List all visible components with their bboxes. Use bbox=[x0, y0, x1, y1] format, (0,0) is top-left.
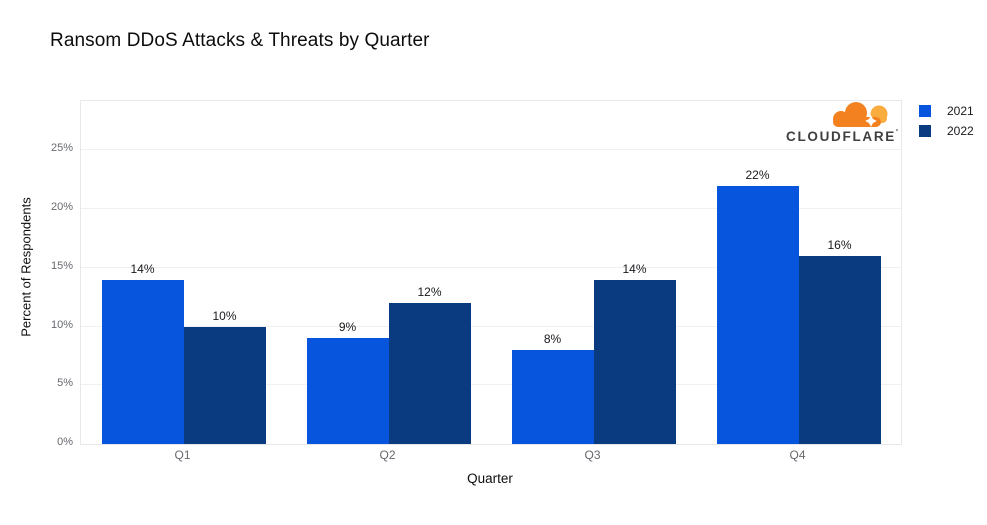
bar-2021-Q2 bbox=[306, 338, 389, 444]
x-axis-title: Quarter bbox=[467, 471, 513, 486]
bar-value-label-2021-Q4: 22% bbox=[745, 167, 770, 182]
x-tick-Q1: Q1 bbox=[174, 448, 191, 462]
legend-item-2021: 2021 bbox=[919, 104, 974, 118]
cloudflare-trademark-mark: ' bbox=[896, 128, 898, 137]
bar-value-label-2021-Q3: 8% bbox=[543, 332, 562, 347]
plot-area: 14% 10% 9% 12% 8% 14% 22% 16% bbox=[80, 100, 902, 445]
cloudflare-wordmark-text: CLOUDFLARE bbox=[786, 129, 896, 144]
y-tick-5: 5% bbox=[57, 377, 73, 390]
bar-2022-Q2 bbox=[388, 303, 471, 444]
bar-value-label-2021-Q1: 14% bbox=[130, 261, 155, 276]
bar-2021-Q1 bbox=[101, 279, 184, 444]
x-tick-Q4: Q4 bbox=[789, 448, 806, 462]
gridline-5 bbox=[81, 384, 901, 386]
y-tick-0: 0% bbox=[57, 436, 73, 448]
cloudflare-cloud-icon bbox=[833, 102, 888, 127]
gridline-10 bbox=[81, 325, 901, 327]
bar-2021-Q3 bbox=[511, 350, 594, 444]
legend-swatch-2021 bbox=[919, 105, 931, 117]
y-tick-25: 25% bbox=[50, 142, 73, 155]
bar-2022-Q3 bbox=[593, 279, 676, 444]
bar-2021-Q4 bbox=[716, 185, 799, 444]
bar-value-label-2022-Q1: 10% bbox=[212, 308, 237, 323]
bar-value-label-2022-Q3: 14% bbox=[622, 261, 647, 276]
x-tick-Q2: Q2 bbox=[379, 448, 396, 462]
cloudflare-wordmark: CLOUDFLARE' bbox=[786, 128, 898, 144]
y-tick-10: 10% bbox=[50, 318, 73, 331]
legend-label-2022: 2022 bbox=[947, 124, 974, 138]
legend-label-2021: 2021 bbox=[947, 104, 974, 118]
cloudflare-logo: CLOUDFLARE' bbox=[781, 101, 901, 147]
bar-value-label-2022-Q2: 12% bbox=[417, 285, 442, 300]
y-tick-15: 15% bbox=[50, 259, 73, 272]
legend-swatch-2022 bbox=[919, 125, 931, 137]
legend-item-2022: 2022 bbox=[919, 124, 974, 138]
bar-value-label-2021-Q2: 9% bbox=[338, 320, 357, 335]
y-tick-20: 20% bbox=[50, 201, 73, 214]
bar-2022-Q4 bbox=[798, 256, 881, 444]
bar-2022-Q1 bbox=[183, 326, 266, 444]
bar-value-label-2022-Q4: 16% bbox=[827, 238, 852, 253]
x-tick-Q3: Q3 bbox=[584, 448, 601, 462]
chart-title: Ransom DDoS Attacks & Threats by Quarter bbox=[50, 30, 430, 51]
legend: 2021 2022 bbox=[919, 104, 974, 144]
gridline-15 bbox=[81, 266, 901, 268]
gridline-25 bbox=[81, 149, 901, 151]
gridline-20 bbox=[81, 208, 901, 210]
